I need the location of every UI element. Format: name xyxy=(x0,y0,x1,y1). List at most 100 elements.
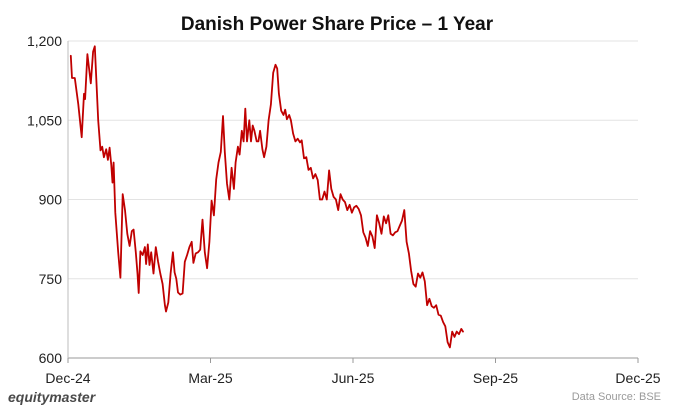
data-point xyxy=(74,77,76,79)
data-point xyxy=(222,115,224,117)
data-point xyxy=(184,261,186,263)
data-point xyxy=(440,315,442,317)
data-point xyxy=(283,114,285,116)
data-point xyxy=(310,167,312,169)
data-point xyxy=(113,162,115,164)
x-tick-label: Dec-24 xyxy=(45,370,90,386)
data-point xyxy=(111,164,113,166)
data-point xyxy=(215,179,217,181)
data-point xyxy=(365,237,367,239)
data-point xyxy=(103,156,105,158)
data-point xyxy=(372,236,374,238)
y-axis-ticks: 600 750 900 1,050 1,200 xyxy=(27,33,62,366)
y-tick-label: 900 xyxy=(39,192,63,208)
data-point xyxy=(462,331,464,333)
data-point xyxy=(284,109,286,111)
data-point xyxy=(150,252,152,254)
data-point xyxy=(349,204,351,206)
x-tick-label: Dec-25 xyxy=(615,370,660,386)
data-point xyxy=(168,302,170,304)
data-point xyxy=(286,118,288,120)
data-point xyxy=(258,141,260,143)
data-point xyxy=(433,307,435,309)
data-point xyxy=(360,215,362,217)
data-point xyxy=(147,244,149,246)
data-point xyxy=(149,264,151,266)
data-point xyxy=(263,156,265,158)
data-point xyxy=(451,331,453,333)
data-point xyxy=(105,149,107,151)
series-line xyxy=(69,45,464,349)
data-point xyxy=(276,68,278,70)
data-point xyxy=(312,178,314,180)
data-point xyxy=(288,114,290,116)
data-point xyxy=(138,292,140,294)
data-point xyxy=(326,199,328,201)
data-point xyxy=(333,196,335,198)
data-point xyxy=(319,199,321,201)
data-point xyxy=(94,46,96,48)
data-point xyxy=(239,154,241,156)
data-point xyxy=(426,304,428,306)
data-point xyxy=(347,209,349,211)
data-point xyxy=(155,246,157,248)
data-point xyxy=(92,51,94,53)
data-point xyxy=(358,208,360,210)
data-point xyxy=(165,311,167,313)
data-point xyxy=(356,205,358,207)
data-point xyxy=(385,223,387,225)
data-point xyxy=(235,162,237,164)
data-source-note: Data Source: BSE xyxy=(571,391,661,403)
data-point xyxy=(315,173,317,175)
data-point xyxy=(206,267,208,269)
x-tick-label: Mar-25 xyxy=(188,370,233,386)
data-point xyxy=(406,241,408,243)
data-point xyxy=(122,193,124,195)
data-point xyxy=(127,233,129,235)
data-point xyxy=(71,77,73,79)
data-point xyxy=(87,53,89,55)
y-tick-label: 1,200 xyxy=(27,33,62,49)
data-point xyxy=(70,55,72,57)
data-point xyxy=(422,272,424,274)
data-point xyxy=(186,254,188,256)
data-point xyxy=(301,140,303,142)
data-point xyxy=(454,336,456,338)
data-point xyxy=(342,199,344,201)
data-point xyxy=(272,72,274,74)
data-point xyxy=(369,230,371,232)
data-point xyxy=(340,193,342,195)
data-point xyxy=(424,281,426,283)
data-point xyxy=(231,167,233,169)
data-point xyxy=(229,199,231,201)
data-point xyxy=(308,169,310,171)
data-point xyxy=(438,314,440,316)
data-point xyxy=(246,141,248,143)
data-point xyxy=(226,183,228,185)
data-point xyxy=(245,108,247,110)
data-point xyxy=(297,138,299,140)
data-point xyxy=(177,292,179,294)
data-point xyxy=(97,120,99,122)
data-point xyxy=(144,246,146,248)
data-point xyxy=(410,270,412,272)
brand-logo: equitymaster xyxy=(8,389,96,405)
data-point xyxy=(191,241,193,243)
data-point xyxy=(211,200,213,202)
data-point xyxy=(129,245,131,247)
data-point xyxy=(145,263,147,265)
data-point xyxy=(408,253,410,255)
data-point xyxy=(392,235,394,237)
data-point xyxy=(170,273,172,275)
data-point xyxy=(266,146,268,148)
data-point xyxy=(180,294,182,296)
gridlines xyxy=(67,40,638,359)
data-point xyxy=(280,110,282,112)
data-point xyxy=(447,341,449,343)
data-point xyxy=(376,215,378,217)
data-point xyxy=(449,347,451,349)
data-point xyxy=(397,230,399,232)
data-point xyxy=(112,182,114,184)
data-point xyxy=(117,252,119,254)
